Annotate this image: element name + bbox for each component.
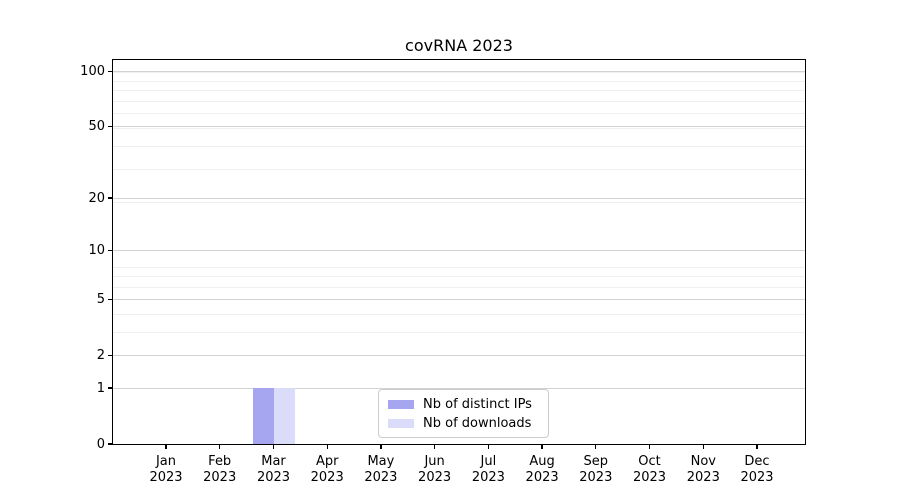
legend-swatch-distinct-ips	[388, 399, 414, 409]
x-tick-mark	[595, 444, 597, 449]
x-tick-mark	[702, 444, 704, 449]
right-spine	[804, 59, 806, 445]
x-tick-mark	[648, 444, 651, 449]
x-tick-mark	[326, 444, 328, 449]
x-tick-mark	[756, 444, 758, 449]
y-tick-label: 10	[88, 242, 105, 258]
x-tick-label: Jan 2023	[149, 454, 183, 486]
minor-gridline	[113, 72, 805, 73]
minor-gridline	[113, 80, 805, 82]
y-tick-label: 0	[96, 436, 105, 452]
x-tick-mark	[487, 444, 490, 449]
x-tick-label: May 2023	[364, 454, 398, 486]
major-gridline	[113, 198, 805, 200]
minor-gridline	[113, 286, 805, 288]
y-tick-mark	[108, 387, 113, 389]
y-tick-mark	[108, 70, 113, 72]
left-spine	[112, 59, 114, 445]
y-tick-mark	[108, 298, 113, 300]
minor-gridline	[113, 169, 805, 171]
x-tick-label: Apr 2023	[310, 454, 344, 486]
legend: Nb of distinct IPs Nb of downloads	[378, 389, 549, 438]
x-tick-label: Jul 2023	[471, 454, 505, 486]
bar-nb-of-downloads	[273, 388, 295, 444]
major-gridline	[113, 355, 805, 357]
y-tick-mark	[108, 354, 113, 356]
x-tick-label: Oct 2023	[632, 454, 667, 486]
x-tick-mark	[272, 444, 275, 449]
x-tick-label: Nov 2023	[686, 454, 720, 486]
bottom-spine	[113, 443, 805, 445]
minor-gridline	[113, 314, 805, 315]
x-tick-mark	[380, 444, 382, 449]
minor-gridline	[113, 202, 805, 203]
y-tick-label: 20	[88, 190, 105, 206]
minor-gridline	[113, 90, 805, 91]
x-tick-mark	[541, 444, 543, 449]
y-tick-label: 1	[96, 380, 105, 396]
plot-area: 0 1 2 5 10 20 50 100 Jan 2023 Feb 2023 Mar 2023 Apr…	[80, 59, 806, 485]
major-gridline	[113, 299, 805, 301]
legend-label-downloads: Nb of downloads	[423, 415, 532, 431]
legend-label-distinct-ips: Nb of distinct IPs	[423, 396, 532, 412]
minor-gridline	[113, 276, 805, 277]
minor-gridline	[113, 332, 805, 333]
minor-gridline	[113, 128, 805, 129]
minor-gridline	[113, 146, 805, 147]
major-gridline	[113, 250, 805, 252]
major-gridline	[113, 126, 805, 128]
chart-title: covRNA 2023	[405, 36, 513, 55]
y-tick-mark	[108, 197, 113, 199]
y-tick-mark	[108, 125, 113, 128]
x-tick-mark	[433, 444, 436, 449]
y-tick-label: 5	[96, 291, 105, 307]
minor-gridline	[113, 100, 805, 102]
y-tick-label: 50	[88, 118, 105, 134]
x-tick-mark	[165, 444, 167, 449]
minor-gridline	[113, 113, 805, 115]
x-tick-label: Mar 2023	[256, 454, 291, 486]
x-tick-label: Feb 2023	[203, 454, 237, 486]
legend-item-distinct-ips: Nb of distinct IPs	[388, 396, 539, 412]
y-tick-label: 100	[80, 63, 105, 79]
x-tick-mark	[219, 444, 221, 449]
major-gridline	[113, 388, 805, 389]
minor-gridline	[113, 266, 805, 268]
y-tick-mark	[108, 249, 113, 251]
legend-swatch-downloads	[388, 418, 414, 428]
top-spine	[113, 59, 805, 61]
x-tick-label: Dec 2023	[740, 454, 774, 486]
y-tick-mark	[108, 443, 113, 445]
major-gridline	[113, 71, 805, 73]
x-tick-label: Jun 2023	[418, 454, 452, 486]
legend-item-downloads: Nb of downloads	[388, 415, 539, 431]
x-tick-label: Aug 2023	[525, 454, 559, 486]
x-tick-label: Sep 2023	[579, 454, 613, 486]
y-tick-label: 2	[96, 347, 105, 363]
bar-nb-of-distinct-ips	[252, 388, 274, 444]
